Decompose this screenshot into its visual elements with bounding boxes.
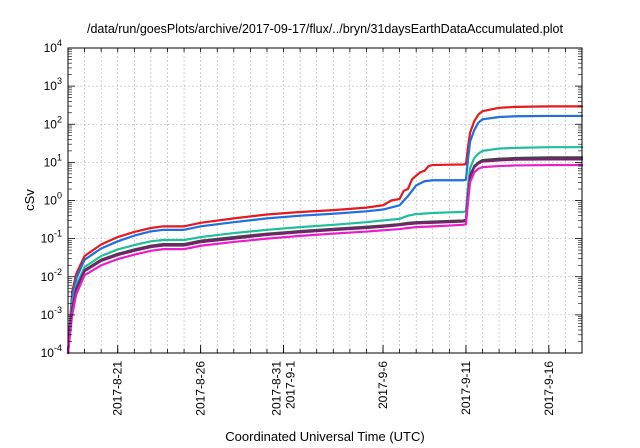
y-tick-base: 10	[44, 194, 58, 208]
y-axis-label: cSv	[22, 189, 37, 211]
y-tick-exponent: 0	[57, 191, 62, 201]
y-tick-exponent: -3	[54, 305, 62, 315]
y-tick-base: 10	[44, 117, 58, 131]
y-tick-exponent: -4	[54, 343, 62, 353]
y-tick-exponent: -2	[54, 267, 62, 277]
y-tick-base: 10	[41, 232, 55, 246]
y-tick-label: 100	[44, 191, 62, 208]
series-line-5	[66, 158, 584, 355]
x-tick-label: 2017-8-21	[111, 361, 125, 416]
y-tick-label: 102	[44, 114, 62, 131]
y-tick-label: 10-4	[41, 343, 62, 360]
y-tick-exponent: 3	[57, 76, 62, 86]
y-tick-base: 10	[44, 41, 58, 55]
y-tick-base: 10	[41, 308, 55, 322]
y-tick-base: 10	[44, 155, 58, 169]
y-tick-label: 10-1	[41, 229, 62, 246]
y-tick-label: 10-2	[41, 267, 62, 284]
y-tick-exponent: 1	[57, 152, 62, 162]
y-tick-exponent: -1	[54, 229, 62, 239]
series-line-1	[66, 105, 584, 355]
series-line-2	[66, 114, 584, 355]
x-axis-label: Coordinated Universal Time (UTC)	[225, 429, 424, 444]
y-tick-label: 104	[44, 38, 62, 55]
series-line-3	[66, 146, 584, 355]
x-tick-label: 2017-8-26	[194, 361, 208, 416]
y-tick-label: 103	[44, 76, 62, 93]
series-layer	[66, 105, 584, 355]
chart-title: /data/run/goesPlots/archive/2017-09-17/f…	[87, 22, 563, 36]
x-tick-label: 2017-9-16	[542, 361, 556, 416]
x-tick-label: 2017-8-31	[270, 361, 284, 416]
y-tick-label: 101	[44, 152, 62, 169]
y-tick-base: 10	[41, 270, 55, 284]
y-tick-label: 10-3	[41, 305, 62, 322]
y-tick-exponent: 4	[57, 38, 62, 48]
y-tick-exponent: 2	[57, 114, 62, 124]
x-tick-label: 2017-9-1	[284, 361, 298, 409]
x-tick-label: 2017-9-11	[459, 361, 473, 415]
y-tick-base: 10	[41, 346, 55, 360]
y-tick-base: 10	[44, 79, 58, 93]
series-line-6	[66, 163, 584, 355]
x-tick-label: 2017-9-6	[376, 361, 390, 409]
x-axis-tick-labels: 2017-8-21 2017-8-26 2017-8-31 2017-9-1 2017-…	[111, 361, 556, 416]
axis-ticks	[68, 47, 582, 354]
grid-lines	[68, 48, 582, 353]
